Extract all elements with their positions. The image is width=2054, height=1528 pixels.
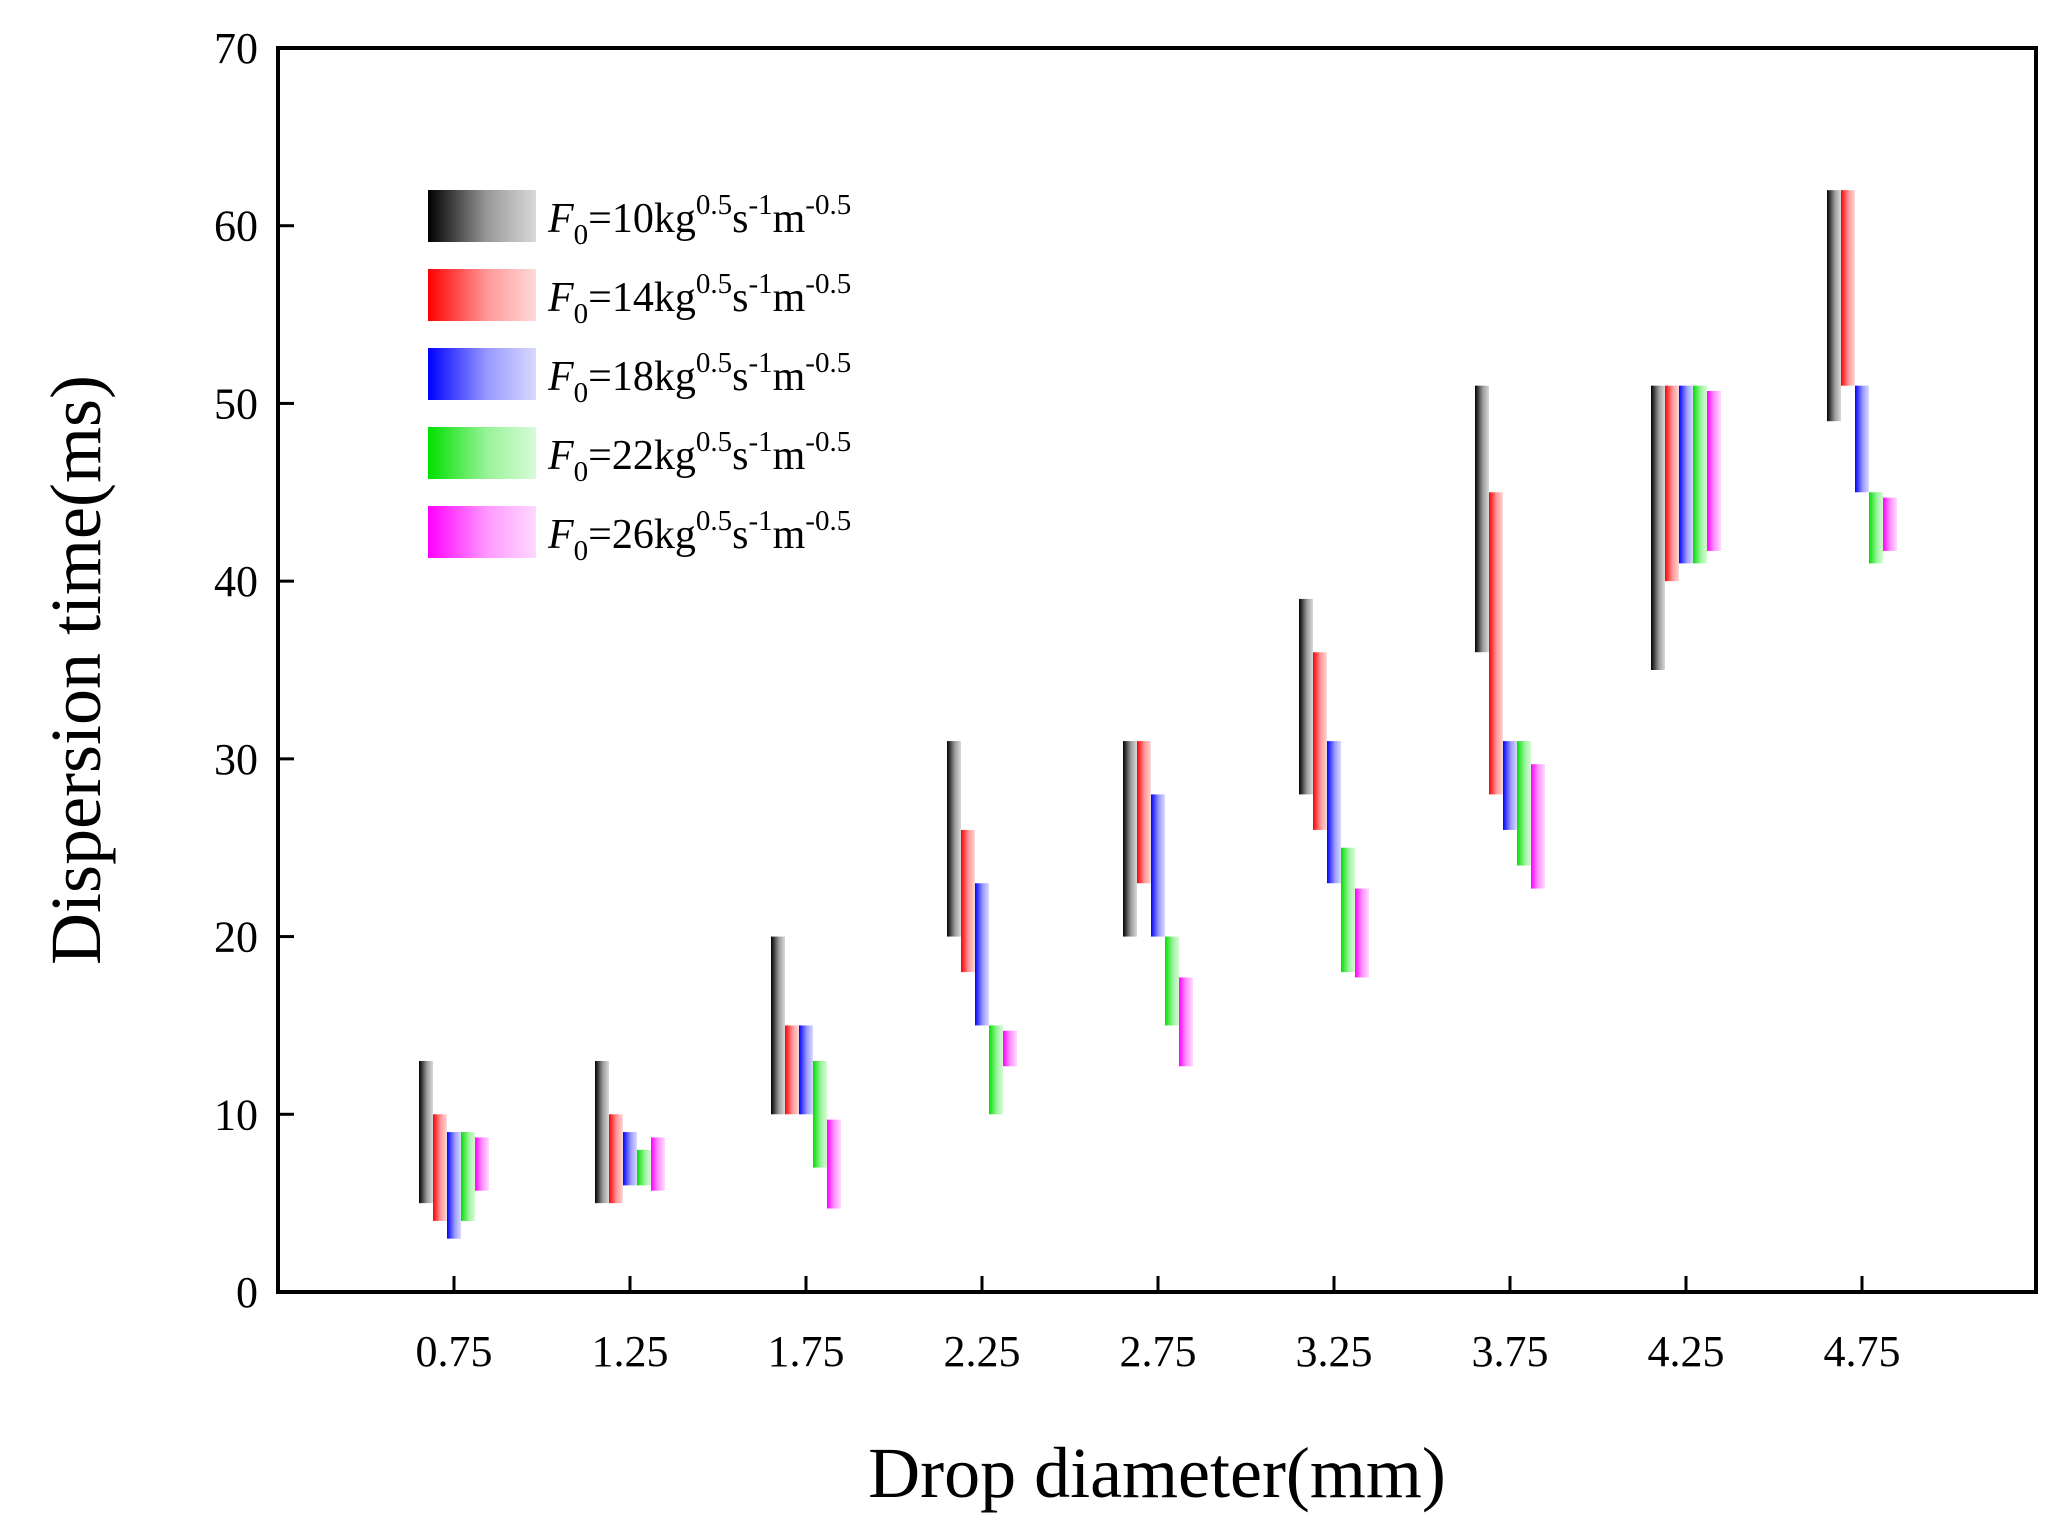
range-bar — [1883, 497, 1897, 551]
legend-label: F0=10kg0.5s-1m-0.5 — [547, 189, 851, 251]
x-tick-label: 2.75 — [1120, 1327, 1197, 1376]
range-bar — [1855, 385, 1869, 493]
range-bar — [827, 1119, 841, 1209]
range-bar — [1327, 741, 1341, 884]
range-bar — [1827, 190, 1841, 422]
legend-swatch — [428, 348, 536, 400]
range-bar — [433, 1114, 447, 1221]
legend-swatch — [428, 190, 536, 242]
range-bar — [1151, 794, 1165, 937]
range-bar — [813, 1060, 827, 1168]
range-bar — [947, 741, 961, 937]
range-bar — [1489, 492, 1503, 795]
legend-label: F0=26kg0.5s-1m-0.5 — [547, 505, 851, 567]
range-bar — [1137, 741, 1151, 884]
legend: F0=10kg0.5s-1m-0.5 F0=14kg0.5s-1m-0.5 F0=1… — [428, 189, 851, 567]
range-bar — [1531, 764, 1545, 889]
x-tick-label: 2.25 — [944, 1327, 1021, 1376]
plot-frame — [276, 46, 2038, 1294]
range-bar — [1475, 385, 1489, 653]
range-bar — [609, 1114, 623, 1204]
y-axis-title: Dispersion time(ms) — [36, 375, 116, 965]
axes: 0 10 20 30 40 50 60 70 0.75 1.25 1.75 2.25 2.75 3.25 3… — [214, 24, 1901, 1376]
range-bar — [1341, 847, 1355, 973]
y-tick-label: 10 — [214, 1090, 258, 1139]
legend-swatch — [428, 269, 536, 321]
range-bar — [1123, 741, 1137, 937]
range-bar — [975, 883, 989, 1026]
range-bar — [1165, 936, 1179, 1026]
x-axis-title: Drop diameter(mm) — [868, 1433, 1446, 1513]
range-bar — [785, 1025, 799, 1115]
legend-swatch — [428, 506, 536, 558]
range-bar — [799, 1025, 813, 1115]
range-bar — [623, 1132, 637, 1186]
x-tick-label: 0.75 — [416, 1327, 493, 1376]
range-bar — [1665, 385, 1679, 582]
legend-label: F0=22kg0.5s-1m-0.5 — [547, 426, 851, 488]
legend-swatch — [428, 427, 536, 479]
x-tick-label: 3.75 — [1472, 1327, 1549, 1376]
range-bar — [1693, 385, 1707, 564]
y-tick-label: 50 — [214, 379, 258, 428]
y-tick-label: 40 — [214, 557, 258, 606]
range-bar — [1299, 598, 1313, 795]
x-tick-label: 4.75 — [1824, 1327, 1901, 1376]
range-bar — [651, 1137, 665, 1191]
range-bar — [1179, 977, 1193, 1067]
range-bar — [595, 1060, 609, 1204]
range-bar — [1707, 390, 1721, 551]
plot-area — [419, 190, 1897, 1239]
y-tick-label: 60 — [214, 202, 258, 251]
legend-label: F0=14kg0.5s-1m-0.5 — [547, 268, 851, 330]
range-bar — [771, 936, 785, 1115]
legend-label: F0=18kg0.5s-1m-0.5 — [547, 347, 851, 409]
range-bar — [961, 829, 975, 973]
range-bar — [461, 1132, 475, 1221]
range-bar — [1651, 385, 1665, 670]
range-bar — [637, 1149, 651, 1186]
y-tick-label: 30 — [214, 735, 258, 784]
y-tick-label: 20 — [214, 913, 258, 962]
x-tick-label: 1.25 — [592, 1327, 669, 1376]
range-bar — [1355, 888, 1369, 978]
range-bar — [1869, 492, 1883, 564]
x-tick-label: 4.25 — [1648, 1327, 1725, 1376]
range-bar — [475, 1137, 489, 1191]
range-bar — [447, 1132, 461, 1239]
range-bar — [1679, 385, 1693, 564]
range-bar — [1517, 741, 1531, 866]
y-tick-label: 0 — [236, 1268, 258, 1317]
range-bar — [1313, 652, 1327, 830]
range-bar — [1003, 1030, 1017, 1067]
range-bar — [419, 1060, 433, 1204]
y-tick-label: 70 — [214, 24, 258, 73]
range-bar — [989, 1025, 1003, 1115]
x-tick-label: 3.25 — [1296, 1327, 1373, 1376]
x-tick-label: 1.75 — [768, 1327, 845, 1376]
range-bar — [1841, 190, 1855, 386]
range-bar — [1503, 741, 1517, 830]
